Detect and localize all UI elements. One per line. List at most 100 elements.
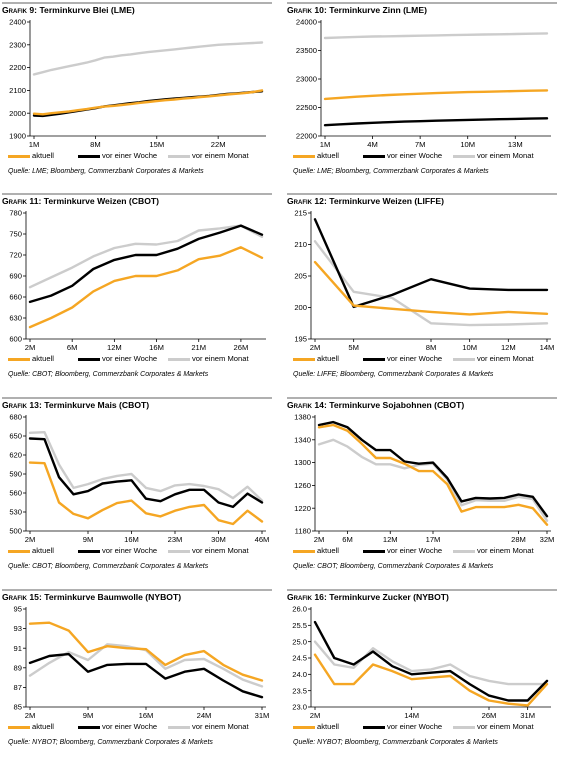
chart-panel: Grafik 15: Terminkurve Baumwolle (NYBOT)… bbox=[2, 589, 277, 761]
y-tick-label: 600 bbox=[9, 335, 22, 344]
y-tick-label: 200 bbox=[294, 303, 307, 312]
title-rule bbox=[2, 193, 272, 195]
legend-swatch bbox=[293, 358, 315, 361]
x-tick-label: 2M bbox=[314, 535, 325, 544]
chart-title-prefix: Grafik bbox=[287, 592, 313, 602]
series-line-aktuell bbox=[313, 653, 549, 707]
series-line-aktuell bbox=[28, 461, 264, 526]
chart-title: Grafik 11: Terminkurve Weizen (CBOT) bbox=[2, 196, 159, 206]
x-tick-label: 22M bbox=[211, 140, 226, 149]
source-note: Quelle: LME; Bloomberg, Commerzbank Corp… bbox=[293, 168, 489, 175]
legend-label: vor einer Woche bbox=[102, 722, 158, 731]
legend-swatch bbox=[453, 726, 475, 729]
chart-title-number: 14: bbox=[312, 400, 330, 410]
chart-title-prefix: Grafik bbox=[2, 400, 28, 410]
x-tick-label: 14M bbox=[540, 343, 555, 352]
chart-title-prefix: Grafik bbox=[2, 196, 28, 206]
legend-label: vor einer Woche bbox=[102, 354, 158, 363]
legend-swatch bbox=[363, 358, 385, 361]
source-note: Quelle: CBOT; Bloomberg, Commerzbank Cor… bbox=[8, 563, 209, 570]
y-tick-label: 1900 bbox=[9, 132, 26, 141]
y-tick-label: 680 bbox=[9, 413, 22, 422]
plot-area: 1900 2000 2100 2200 2300 2400 1M 8M 15M 22M bbox=[9, 18, 266, 149]
legend-label: aktuell bbox=[317, 546, 339, 555]
legend-label: vor einer Woche bbox=[387, 546, 443, 555]
title-rule bbox=[2, 589, 272, 591]
legend-swatch bbox=[453, 358, 475, 361]
chart-title: Grafik 12: Terminkurve Weizen (LIFFE) bbox=[287, 196, 444, 206]
x-tick-label: 15M bbox=[149, 140, 164, 149]
x-tick-label: 10M bbox=[460, 140, 475, 149]
plot-area: 22000 22500 23000 23500 24000 1M 4M 7M 10M 13M bbox=[296, 18, 551, 149]
series-line-vor-einem-monat bbox=[28, 431, 264, 502]
y-tick-label: 23000 bbox=[296, 75, 317, 84]
x-tick-label: 31M bbox=[255, 711, 270, 720]
chart-panel: Grafik 12: Terminkurve Weizen (LIFFE) 195… bbox=[287, 193, 561, 393]
title-rule bbox=[2, 397, 272, 399]
chart-title: Grafik 9: Terminkurve Blei (LME) bbox=[2, 5, 135, 15]
x-tick-label: 30M bbox=[211, 535, 226, 544]
x-tick-label: 9M bbox=[83, 711, 94, 720]
x-tick-label: 31M bbox=[520, 711, 535, 720]
x-tick-label: 26M bbox=[234, 343, 249, 352]
series-line-aktuell bbox=[317, 423, 549, 526]
legend-swatch bbox=[293, 155, 315, 158]
x-tick-label: 2M bbox=[25, 711, 36, 720]
source-note: Quelle: CBOT; Bloomberg, Commerzbank Cor… bbox=[293, 563, 494, 570]
y-tick-label: 22500 bbox=[296, 103, 317, 112]
y-tick-label: 590 bbox=[9, 470, 22, 479]
y-tick-label: 23.0 bbox=[292, 703, 307, 712]
y-tick-label: 2100 bbox=[9, 86, 26, 95]
chart-title-prefix: Grafik bbox=[2, 5, 28, 15]
series-line-vor-einem-monat bbox=[28, 224, 264, 289]
plot-area: 195 200 205 210 215 2M 5M 8M 10M 12M 14M bbox=[294, 209, 555, 352]
x-tick-label: 21M bbox=[191, 343, 206, 352]
title-rule bbox=[287, 2, 557, 4]
legend-swatch bbox=[453, 550, 475, 553]
chart-title: Grafik 16: Terminkurve Zucker (NYBOT) bbox=[287, 592, 449, 602]
chart-title-text: Terminkurve Zinn (LME) bbox=[329, 5, 427, 15]
legend-swatch bbox=[78, 358, 100, 361]
legend-swatch bbox=[293, 726, 315, 729]
legend-label: vor einem Monat bbox=[477, 722, 534, 731]
title-rule bbox=[287, 589, 557, 591]
legend-swatch bbox=[8, 358, 30, 361]
y-tick-label: 1220 bbox=[294, 504, 311, 513]
series-line-vor-einer-woche bbox=[323, 117, 549, 127]
y-tick-label: 660 bbox=[9, 293, 22, 302]
y-tick-label: 1300 bbox=[294, 458, 311, 467]
chart-title-number: 12: bbox=[312, 196, 330, 206]
y-tick-label: 620 bbox=[9, 451, 22, 460]
chart-panel: Grafik 14: Terminkurve Sojabohnen (CBOT)… bbox=[287, 397, 561, 585]
x-tick-label: 6M bbox=[342, 535, 353, 544]
legend-label: vor einem Monat bbox=[192, 151, 249, 160]
x-tick-label: 16M bbox=[124, 535, 139, 544]
series-line-vor-einer-woche bbox=[28, 652, 264, 699]
x-tick-label: 2M bbox=[25, 343, 36, 352]
series-line-aktuell bbox=[323, 89, 549, 101]
x-tick-label: 1M bbox=[320, 140, 331, 149]
legend-label: vor einer Woche bbox=[102, 151, 158, 160]
legend-label: vor einer Woche bbox=[387, 151, 443, 160]
y-tick-label: 24.0 bbox=[292, 670, 307, 679]
y-tick-label: 95 bbox=[14, 605, 22, 614]
y-tick-label: 24000 bbox=[296, 18, 317, 27]
legend-swatch bbox=[8, 726, 30, 729]
y-tick-label: 93 bbox=[14, 624, 22, 633]
x-tick-label: 32M bbox=[540, 535, 555, 544]
x-tick-label: 13M bbox=[508, 140, 523, 149]
legend-swatch bbox=[8, 155, 30, 158]
x-tick-label: 16M bbox=[149, 343, 164, 352]
series-line-vor-einer-woche bbox=[313, 620, 549, 702]
x-tick-label: 4M bbox=[367, 140, 378, 149]
x-tick-label: 9M bbox=[83, 535, 94, 544]
y-tick-label: 23.5 bbox=[292, 686, 307, 695]
legend-label: aktuell bbox=[32, 354, 54, 363]
legend-swatch bbox=[168, 550, 190, 553]
x-tick-label: 10M bbox=[462, 343, 477, 352]
chart-panel: Grafik 11: Terminkurve Weizen (CBOT) 600 6… bbox=[2, 193, 277, 393]
legend-label: vor einem Monat bbox=[477, 151, 534, 160]
legend-swatch bbox=[363, 155, 385, 158]
x-tick-label: 28M bbox=[511, 535, 526, 544]
x-tick-label: 5M bbox=[348, 343, 359, 352]
